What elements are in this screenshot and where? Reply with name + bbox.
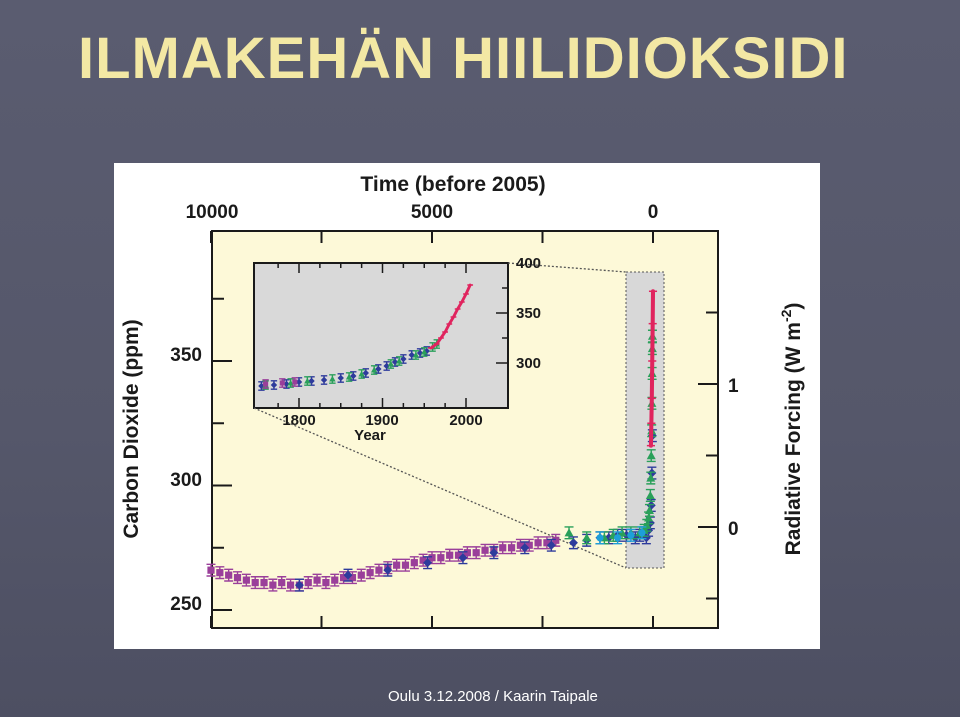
main-series-1-point-6 [520,541,530,555]
main-series-0-point-33 [498,541,508,555]
inset-series-1-point-10 [421,347,428,357]
main-series-0-point-37 [533,536,543,550]
main-series-1-point-0 [294,578,304,592]
main-series-2-point-13 [646,449,656,463]
main-series-0-point-7 [268,578,278,592]
main-series-0-point-34 [507,541,517,555]
inset-series-1-point-1 [287,378,294,388]
main-series-0-point-13 [321,576,331,590]
zoom-region [625,271,665,569]
inset-series-1-point-5 [358,369,365,379]
main-series-0-point-35 [515,538,525,552]
zoom-connector-bottom [253,407,627,569]
main-series-1-point-1 [343,568,353,582]
main-series-0-point-0 [206,563,216,577]
main-series-0-point-11 [303,576,313,590]
inset-tick-label-350: 350 [516,305,541,322]
main-series-4-line [648,289,656,448]
inset-tick-label-400: 400 [516,255,541,272]
main-series-0-point-14 [330,573,340,587]
inset-series-0-point-5 [320,375,328,385]
main-series-0-point-1 [215,566,225,580]
main-series-1-point-4 [458,551,468,565]
main-series-3-point-1 [613,531,623,545]
left-tick-label-350: 350 [170,345,202,366]
inset-tick-label-2000: 2000 [449,412,482,429]
top-tick-label-0: 0 [648,202,659,223]
top-tick-label-10000: 10000 [186,202,239,223]
inset-series-0-point-7 [350,371,357,381]
main-series-1-point-5 [489,546,499,560]
inset-series-0-point-1 [270,380,278,390]
main-series-0-point-31 [480,543,490,557]
main-series-2-point-12 [646,471,656,485]
top-tick-label-5000: 5000 [411,202,453,223]
main-series-1-point-7 [546,538,556,552]
main-series-3-point-2 [626,528,636,542]
main-series-0-point-22 [400,558,410,572]
main-series-0-point-17 [356,568,366,582]
inset-tick-label-1900: 1900 [365,412,398,429]
inset-tick-label-1800: 1800 [282,412,315,429]
main-series-3-point-0 [595,531,605,545]
co2-figure: Time (before 2005) 10000 5000 0 Carbon D… [114,163,820,649]
inset-series-1-point-9 [412,350,420,360]
left-axis-label: Carbon Dioxide (ppm) [120,319,143,538]
main-series-0-point-39 [551,533,561,547]
right-tick-label-0: 0 [728,519,739,540]
main-series-2-point-0 [564,526,574,540]
inset-series-2-point-1 [279,378,286,388]
inset-series-0-point-6 [337,373,344,383]
inset-series-0-point-10 [383,361,390,371]
left-tick-label-300: 300 [170,470,202,491]
main-series-2-point-1 [582,531,592,545]
main-series-0-point-23 [409,556,419,570]
inset-series-2-point-0 [262,379,269,389]
inset-series-2-point-2 [291,377,299,387]
main-series-0-point-5 [250,576,260,590]
right-axis-label: Radiative Forcing (W m-2) [778,303,805,556]
main-series-0-point-6 [259,576,269,590]
main-series-0-point-19 [374,563,384,577]
inset-series-1-point-7 [387,359,395,369]
right-tick-label-1: 1 [728,376,739,397]
inset-series-0-point-2 [283,379,290,389]
inset-xaxis-label: Year [354,427,386,444]
main-series-0-point-3 [233,571,243,585]
main-series-0-point-9 [286,578,296,592]
main-series-0-point-12 [312,573,322,587]
right-axis-label-base: Radiative Forcing (W m [782,322,805,555]
main-series-2-point-10 [644,503,654,517]
main-series-0-point-30 [471,546,481,560]
main-series-0-point-27 [445,548,455,562]
inset-series-0-point-8 [362,368,369,378]
co2-chart: Time (before 2005) 10000 5000 0 Carbon D… [120,173,805,629]
main-series-0-point-21 [392,558,402,572]
main-series-1-point-2 [383,563,393,577]
inset-series-0-point-9 [375,364,382,374]
inset-series-1-point-2 [304,376,311,386]
slide-footer: Oulu 3.12.2008 / Kaarin Taipale [388,688,598,705]
left-tick-label-250: 250 [170,594,202,615]
main-series-0-point-8 [277,576,287,590]
inset-series-1-point-4 [345,372,353,382]
inset-series-3-line [429,283,472,350]
main-series-0-point-26 [436,551,446,565]
top-axis-label: Time (before 2005) [360,173,545,196]
inset-series-1-point-6 [370,365,378,375]
main-series-0-point-18 [365,566,375,580]
inset-series-1-point-3 [329,374,336,384]
main-series-0-point-2 [224,568,234,582]
main-series-3-point-3 [637,526,647,540]
right-axis-label-exp: -2 [778,309,794,322]
main-series-0-point-4 [241,573,251,587]
main-series-2-point-11 [645,488,655,503]
main-series-1-point-3 [423,556,433,570]
inset-series-1-point-8 [396,356,403,366]
inset-tick-label-300: 300 [516,355,541,372]
right-axis-label-close: ) [782,303,805,310]
slide-title: ILMAKEHÄN HIILIDIOKSIDI [78,26,849,91]
